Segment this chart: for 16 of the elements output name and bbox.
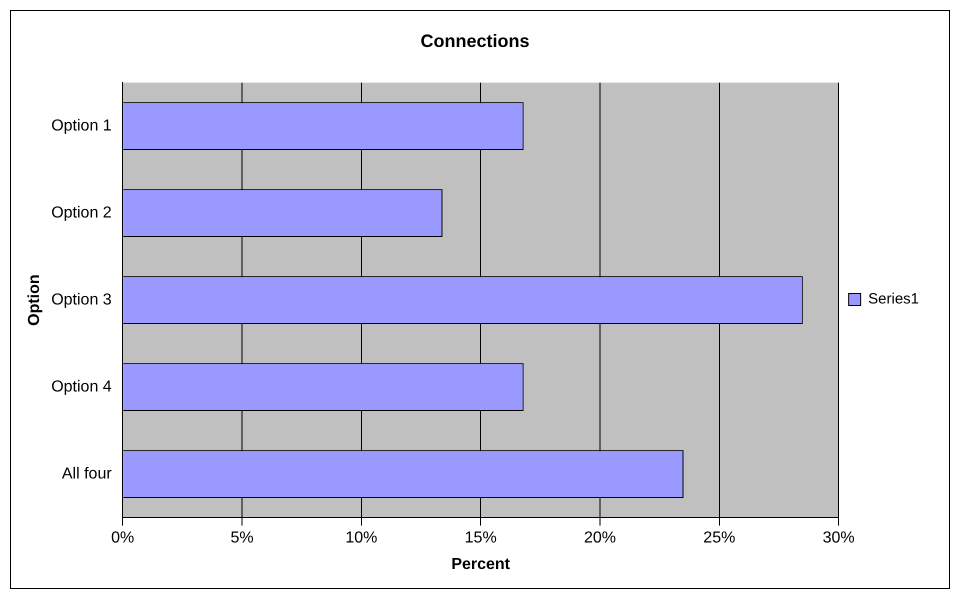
x-tick-label: 10%	[345, 530, 378, 547]
chart-title: Connections	[420, 30, 530, 51]
x-tick-label: 20%	[584, 530, 616, 547]
x-tick-label: 15%	[464, 530, 497, 547]
x-tick-label: 0%	[111, 530, 134, 547]
legend-label: Series1	[868, 290, 919, 308]
x-tick-label: 5%	[230, 530, 254, 547]
y-tick-label: Option 3	[51, 292, 112, 309]
y-tick-label: Option 1	[51, 118, 112, 135]
x-tick-label: 25%	[703, 530, 736, 547]
y-tick-label: All four	[62, 466, 112, 483]
y-axis-title: Option	[26, 274, 44, 326]
y-tick-label: Option 4	[51, 378, 112, 396]
x-axis-title: Percent	[451, 556, 511, 573]
x-tick-label: 30%	[822, 530, 855, 547]
y-tick-label: Option 2	[51, 204, 112, 222]
